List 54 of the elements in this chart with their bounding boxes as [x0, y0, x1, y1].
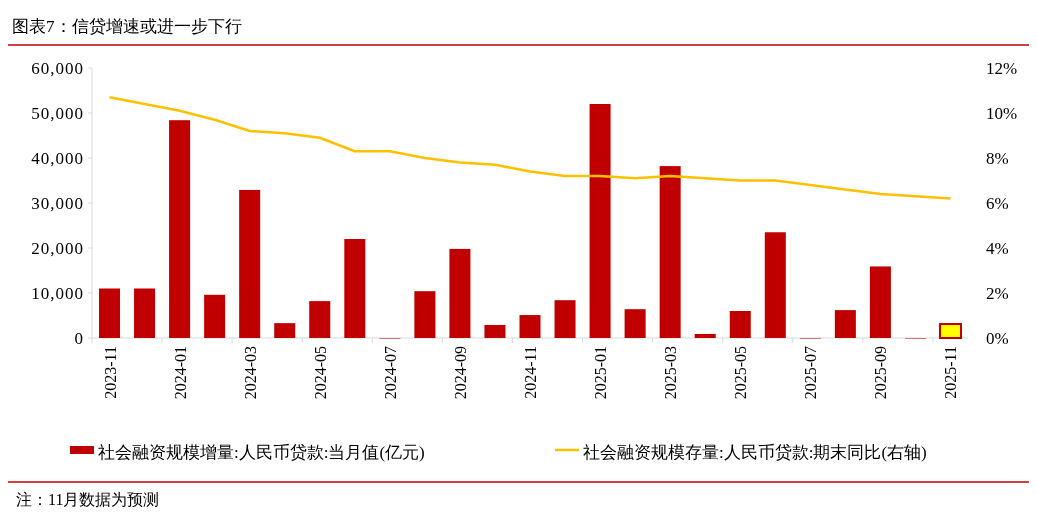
- bar: [694, 333, 716, 338]
- bar: [274, 323, 296, 338]
- x-tick-label: 2025-03: [662, 346, 680, 400]
- y-tick-label: 50,000: [31, 104, 84, 123]
- bar: [834, 310, 856, 338]
- x-tick-label: 2024-07: [381, 346, 399, 400]
- y-tick-label: 0: [74, 329, 84, 348]
- bar: [204, 294, 226, 338]
- x-tick-label: 2025-11: [942, 346, 960, 399]
- text: 注：11月数据为预测: [16, 491, 160, 508]
- bar: [344, 239, 366, 338]
- x-tick-label: 2025-05: [732, 346, 750, 400]
- y2-tick-label: 6%: [986, 194, 1009, 213]
- x-tick-label: 2025-07: [802, 346, 820, 400]
- y-tick-label: 30,000: [31, 194, 84, 213]
- y2-tick-label: 2%: [986, 284, 1009, 303]
- y-tick-label: 40,000: [31, 149, 84, 168]
- y2-tick-label: 8%: [986, 149, 1009, 168]
- chart-title: 图表7：信贷增速或进一步下行: [12, 17, 242, 36]
- legend-label: 社会融资规模增量:人民币贷款:当月值(亿元): [98, 443, 425, 462]
- bar: [519, 315, 541, 338]
- bar: [938, 323, 962, 339]
- y2-tick-label: 12%: [986, 59, 1018, 78]
- y2-tick-label: 0%: [986, 329, 1009, 348]
- x-tick-label: 2023-11: [101, 346, 119, 399]
- bar: [169, 120, 191, 338]
- bar: [134, 288, 156, 338]
- bar: [554, 300, 576, 338]
- x-tick-label: 2024-01: [171, 346, 189, 400]
- x-tick-label: 2024-03: [241, 346, 259, 400]
- y-tick-label: 60,000: [31, 59, 84, 78]
- legend-label: 社会融资规模存量:人民币贷款:期末同比(右轴): [583, 443, 927, 462]
- bar: [729, 311, 751, 338]
- line-series: [108, 96, 952, 200]
- bar: [764, 232, 786, 338]
- x-tick-label: 2024-09: [451, 346, 469, 400]
- x-tick-label: 2024-05: [311, 346, 329, 400]
- x-tick-label: 2025-01: [592, 346, 610, 400]
- bar: [624, 309, 646, 338]
- y-tick-label: 10,000: [31, 284, 84, 303]
- y2-tick-label: 4%: [986, 239, 1009, 258]
- x-tick-label: 2024-11: [522, 346, 539, 399]
- bar: [309, 301, 331, 338]
- bar: [449, 248, 471, 338]
- bar: [99, 288, 121, 338]
- bar: [484, 324, 506, 338]
- y2-tick-label: 10%: [986, 104, 1018, 123]
- bar: [414, 291, 436, 338]
- x-tick-label: 2025-09: [872, 346, 890, 400]
- y-tick-label: 20,000: [31, 239, 84, 258]
- bar: [659, 166, 681, 338]
- bar: [589, 104, 611, 338]
- bar: [239, 189, 261, 338]
- bar: [869, 266, 891, 338]
